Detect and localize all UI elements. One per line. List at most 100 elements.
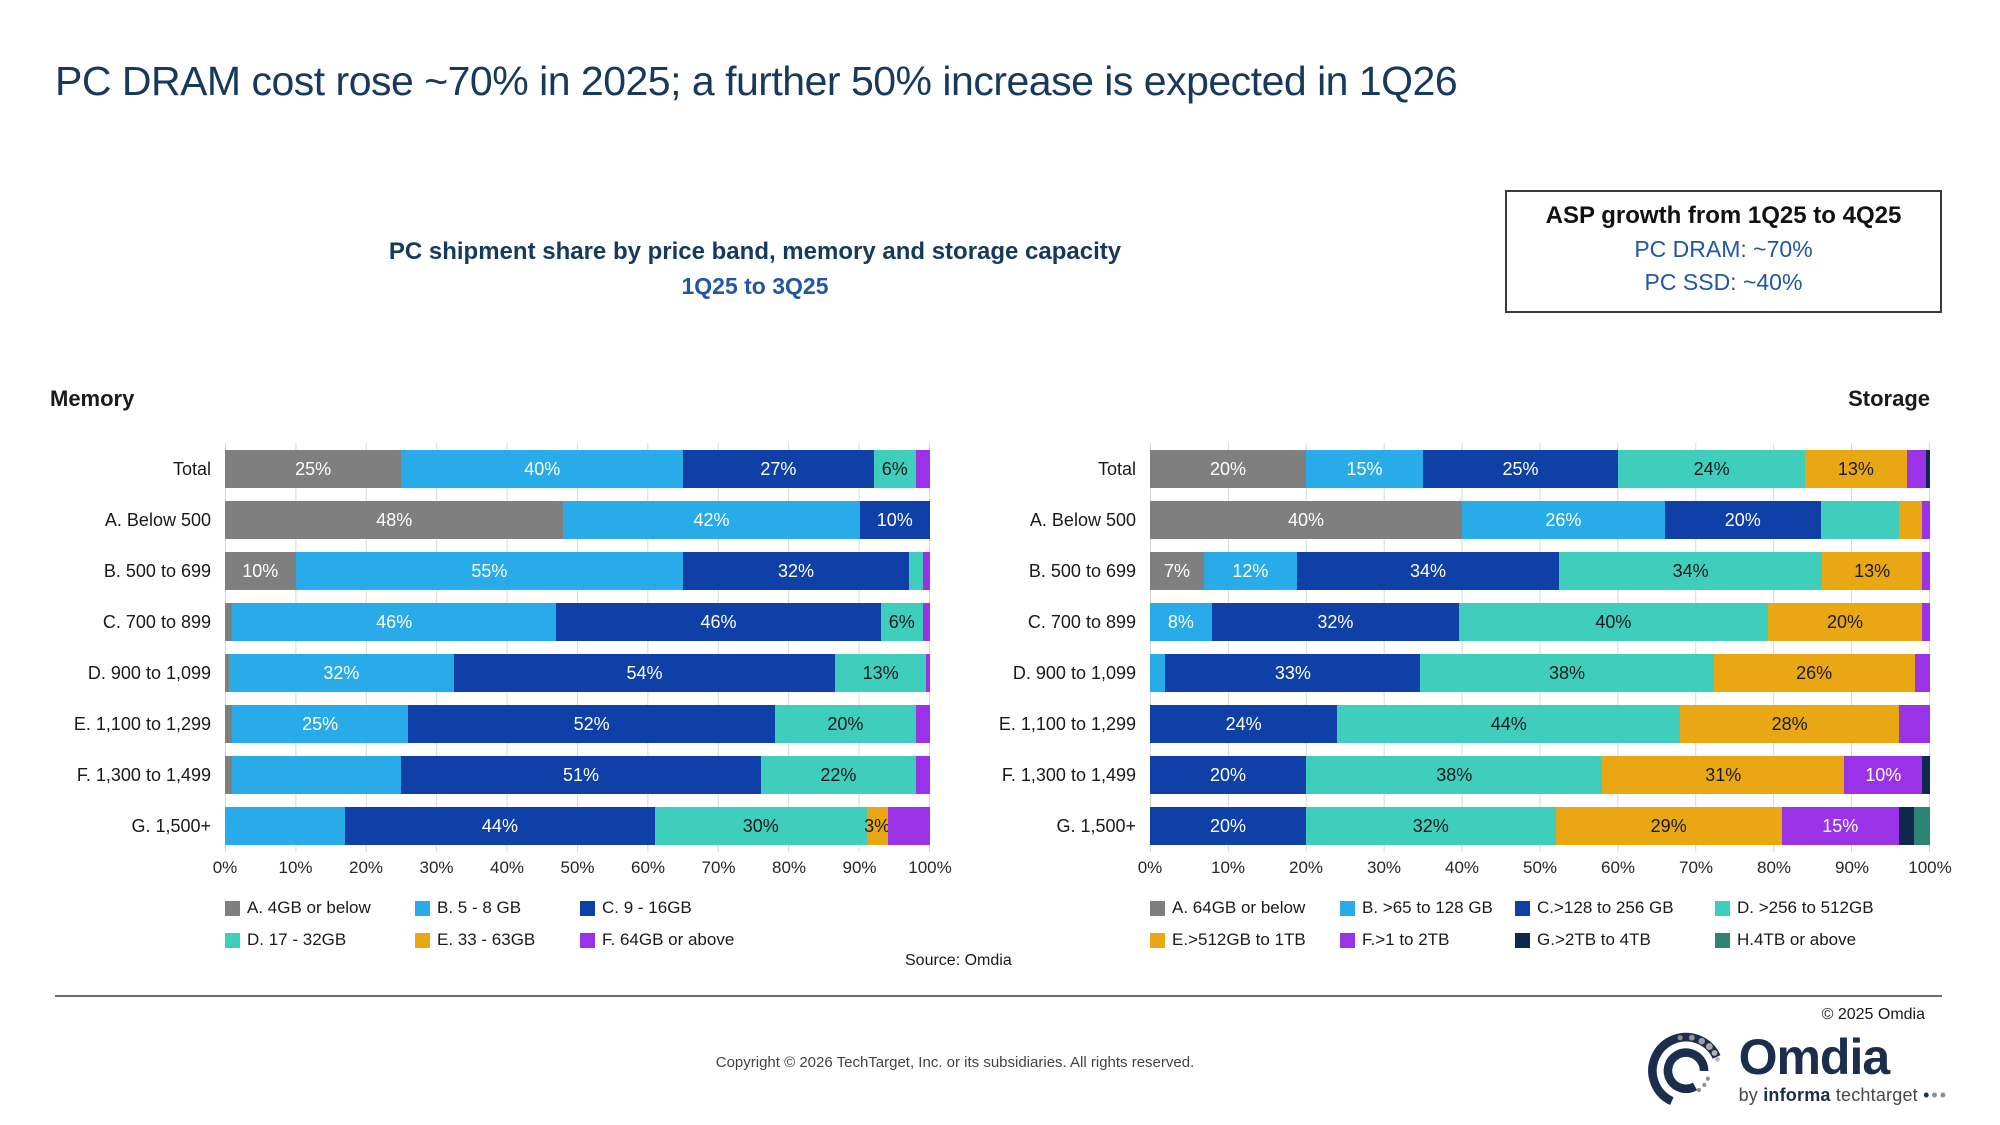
x-axis-tick: 30% [1366, 858, 1402, 877]
legend-swatch [415, 932, 430, 948]
bar-row: D. 900 to 1,099 32% 54% 13% [50, 654, 931, 692]
bar-segment: 12% [1204, 552, 1297, 590]
bar-segment: 26% [1713, 654, 1915, 692]
chart-subtitle-block: PC shipment share by price band, memory … [0, 238, 1510, 300]
x-axis-tick: 50% [560, 858, 595, 877]
omdia-logo-mark [1647, 1032, 1724, 1109]
x-axis-tick: 20% [348, 858, 384, 877]
bar-row: G. 1,500+ 20% 32% 29% 15% [1000, 807, 1930, 845]
bar-segment [926, 654, 931, 692]
bar-track: 40% 26% 20% [1150, 501, 1930, 539]
footer-divider [55, 995, 1942, 997]
bar-segment: 20% [774, 705, 916, 743]
category-label: F. 1,300 to 1,499 [76, 764, 211, 785]
bar-segment: 51% [401, 756, 761, 794]
bar-track: 48% 42% 10% [225, 501, 930, 539]
bar-row: B. 500 to 699 10% 55% 32% [50, 552, 930, 590]
legend-label: E. 33 - 63GB [437, 930, 536, 949]
asp-growth-callout: ASP growth from 1Q25 to 4Q25 PC DRAM: ~7… [1505, 190, 1942, 313]
x-axis-tick: 50% [1522, 858, 1558, 877]
legend-label: F.>1 to 2TB [1362, 930, 1450, 949]
bar-row: E. 1,100 to 1,299 25% 52% 20% [50, 705, 930, 743]
legend-label: E.>512GB to 1TB [1172, 930, 1306, 949]
source-label: Source: Omdia [905, 952, 1012, 969]
legend-swatch [225, 932, 240, 948]
x-axis-tick: 100% [908, 858, 952, 877]
category-label: F. 1,300 to 1,499 [1001, 764, 1136, 785]
category-label: G. 1,500+ [131, 815, 211, 836]
bar-segment: 32% [228, 654, 455, 692]
legend-swatch [225, 900, 240, 916]
bar-track: 7% 12% 34% 34% 13% [1150, 552, 1930, 590]
bar-segment: 20% [1150, 807, 1306, 845]
bar-segment [887, 807, 930, 845]
page-title: PC DRAM cost rose ~70% in 2025; a furthe… [55, 58, 1458, 104]
bar-segment [1922, 756, 1930, 794]
legend-item: B. 5 - 8 GB [415, 898, 580, 918]
bar-segment: 13% [1821, 552, 1923, 590]
omdia-tagline: by informa techtarget ••• [1739, 1085, 1948, 1106]
legend-label: D. >256 to 512GB [1737, 898, 1874, 917]
bar-track: 25% 40% 27% 6% [225, 450, 930, 488]
bar-row: B. 500 to 699 7% 12% 34% 34% 13% [1000, 552, 1930, 590]
category-label: E. 1,100 to 1,299 [998, 713, 1136, 734]
legend-swatch [580, 900, 595, 916]
legend-swatch [415, 900, 430, 916]
omdia-wordmark: Omdia [1738, 1029, 1891, 1085]
category-label: B. 500 to 699 [1028, 560, 1136, 581]
bar-segment: 34% [1559, 552, 1822, 590]
legend-item: A. 4GB or below [225, 898, 415, 918]
bar-segment [915, 756, 930, 794]
bar-segment [1914, 807, 1930, 845]
category-label: D. 900 to 1,099 [1012, 662, 1136, 683]
bar-segment [908, 552, 923, 590]
bar-segment: 25% [232, 705, 409, 743]
legend-item: H.4TB or above [1715, 930, 1930, 950]
category-label: E. 1,100 to 1,299 [73, 713, 211, 734]
bar-segment: 40% [401, 450, 684, 488]
bar-segment [915, 450, 930, 488]
bar-segment: 10% [859, 501, 930, 539]
bar-track: 25% 52% 20% [225, 705, 930, 743]
bar-segment: 7% [1150, 552, 1205, 590]
bar-row: F. 1,300 to 1,499 20% 38% 31% 10% [1000, 756, 1930, 794]
bar-segment: 6% [873, 450, 916, 488]
bar-track: 10% 55% 32% [225, 552, 930, 590]
bar-segment [225, 654, 229, 692]
omdia-logo: Omdia by informa techtarget ••• [1643, 1026, 1948, 1112]
x-axis-tick: 10% [1210, 858, 1246, 877]
storage-x-axis: 0% 10% 20% 30% 40% 50% 60% 70% 80% 90% 100% [1138, 858, 1952, 884]
bar-segment: 26% [1462, 501, 1665, 539]
bar-segment: 15% [1781, 807, 1899, 845]
bar-segment [1914, 654, 1931, 692]
bar-segment [915, 705, 930, 743]
category-label: C. 700 to 899 [102, 611, 211, 632]
bar-track: 20% 32% 29% 15% [1150, 807, 1930, 845]
bar-segment [225, 756, 233, 794]
category-label: C. 700 to 899 [1027, 611, 1136, 632]
bar-segment: 46% [232, 603, 557, 641]
bar-row: A. Below 500 48% 42% 10% [50, 501, 930, 539]
x-axis-tick: 100% [1908, 858, 1952, 877]
storage-chart: Total 20% 15% 25% 24% 13% A. Below 500 40% 26% 20… [998, 443, 1952, 950]
bar-segment: 15% [1306, 450, 1423, 488]
bar-segment: 30% [655, 807, 867, 845]
x-axis-tick: 30% [419, 858, 454, 877]
bar-row: A. Below 500 40% 26% 20% [1000, 501, 1930, 539]
bar-row: C. 700 to 899 46% 46% 6% [50, 603, 930, 641]
bar-track: 24% 44% 28% [1150, 705, 1931, 743]
bar-segment: 24% [1618, 450, 1806, 488]
bar-row: F. 1,300 to 1,499 51% 22% [50, 756, 930, 794]
bar-segment [1150, 654, 1166, 692]
x-axis-tick: 0% [212, 858, 238, 877]
bar-segment: 32% [1211, 603, 1459, 641]
bar-segment [1898, 705, 1931, 743]
bar-track: 20% 38% 31% 10% [1150, 756, 1930, 794]
copyright-omdia: © 2025 Omdia [1821, 1006, 1925, 1023]
bar-segment [232, 756, 402, 794]
bar-segment: 20% [1664, 501, 1821, 539]
bar-segment: 33% [1165, 654, 1421, 692]
x-axis-tick: 90% [842, 858, 877, 877]
bar-segment: 34% [1296, 552, 1560, 590]
legend-item: D. 17 - 32GB [225, 930, 415, 950]
